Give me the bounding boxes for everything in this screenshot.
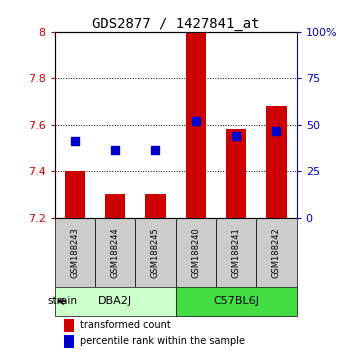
Point <box>274 128 279 133</box>
Text: C57BL6J: C57BL6J <box>213 296 259 306</box>
Bar <box>135 218 176 287</box>
Bar <box>145 194 165 218</box>
Point <box>193 119 198 124</box>
Bar <box>64 319 74 332</box>
Text: GSM188240: GSM188240 <box>191 227 200 278</box>
Text: GSM188243: GSM188243 <box>70 227 79 278</box>
Text: GSM188245: GSM188245 <box>151 227 160 278</box>
Text: GSM188242: GSM188242 <box>272 227 281 278</box>
Text: transformed count: transformed count <box>80 320 171 330</box>
Point <box>72 138 77 144</box>
Bar <box>216 218 256 287</box>
Bar <box>64 335 74 348</box>
Bar <box>266 106 286 218</box>
Bar <box>176 287 297 316</box>
Bar <box>256 218 297 287</box>
Point <box>233 133 239 139</box>
Bar <box>176 218 216 287</box>
Bar <box>55 218 95 287</box>
Bar <box>186 32 206 218</box>
Bar <box>55 287 176 316</box>
Text: percentile rank within the sample: percentile rank within the sample <box>80 336 246 346</box>
Point <box>113 148 118 153</box>
Text: strain: strain <box>47 296 77 306</box>
Text: DBA2J: DBA2J <box>98 296 132 306</box>
Bar <box>226 130 246 218</box>
Text: GSM188241: GSM188241 <box>232 227 241 278</box>
Text: GSM188244: GSM188244 <box>110 227 120 278</box>
Bar <box>65 171 85 218</box>
Bar <box>95 218 135 287</box>
Point <box>153 148 158 153</box>
Bar <box>105 194 125 218</box>
Title: GDS2877 / 1427841_at: GDS2877 / 1427841_at <box>92 17 260 31</box>
